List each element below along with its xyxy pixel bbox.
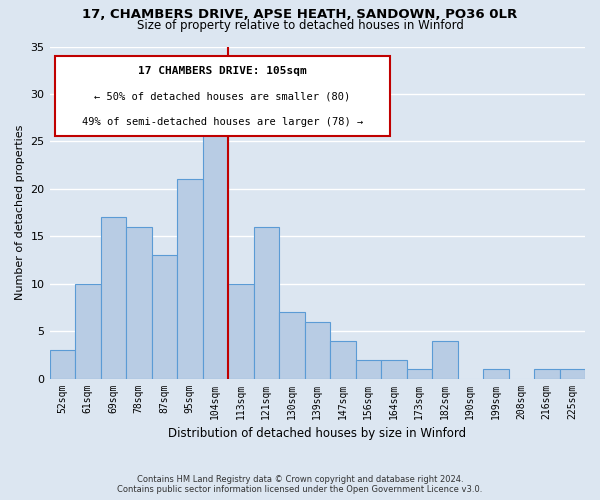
Bar [101, 218, 126, 378]
Bar [356, 360, 381, 378]
Bar [330, 340, 356, 378]
Bar [203, 132, 228, 378]
Text: Size of property relative to detached houses in Winford: Size of property relative to detached ho… [137, 18, 463, 32]
Bar [50, 350, 75, 378]
X-axis label: Distribution of detached houses by size in Winford: Distribution of detached houses by size … [168, 427, 466, 440]
Bar [407, 369, 432, 378]
Bar [254, 227, 279, 378]
Bar [126, 227, 152, 378]
Text: Contains HM Land Registry data © Crown copyright and database right 2024.
Contai: Contains HM Land Registry data © Crown c… [118, 474, 482, 494]
Text: 49% of semi-detached houses are larger (78) →: 49% of semi-detached houses are larger (… [82, 117, 363, 127]
Bar [534, 369, 560, 378]
Bar [152, 255, 177, 378]
Bar [228, 284, 254, 378]
Bar [560, 369, 585, 378]
Bar [381, 360, 407, 378]
Bar [279, 312, 305, 378]
Bar [483, 369, 509, 378]
Bar [432, 340, 458, 378]
Bar [177, 180, 203, 378]
Text: 17, CHAMBERS DRIVE, APSE HEATH, SANDOWN, PO36 0LR: 17, CHAMBERS DRIVE, APSE HEATH, SANDOWN,… [82, 8, 518, 20]
Bar [305, 322, 330, 378]
Text: ← 50% of detached houses are smaller (80): ← 50% of detached houses are smaller (80… [94, 92, 350, 102]
Y-axis label: Number of detached properties: Number of detached properties [15, 125, 25, 300]
FancyBboxPatch shape [55, 56, 389, 136]
Bar [75, 284, 101, 378]
Text: 17 CHAMBERS DRIVE: 105sqm: 17 CHAMBERS DRIVE: 105sqm [138, 66, 307, 76]
